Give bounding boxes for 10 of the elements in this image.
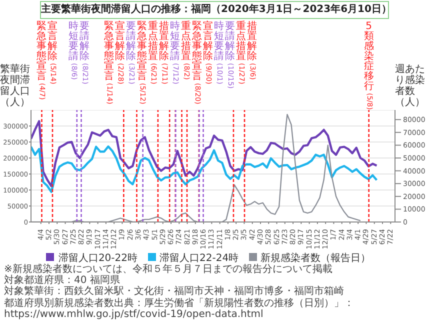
- chart-title: 主要繁華街夜間滞留人口の推移：福岡（2020年3月1日～2023年6月10日）: [40, 1, 392, 19]
- legend-label: 滞留人口20-22時: [58, 253, 138, 264]
- legend-label: 新規感染者数（報告日）: [260, 253, 371, 264]
- y2-axis-title: 週あたり感染者数（人）: [395, 64, 426, 108]
- text: ※新規感染者数については、令和５年５月７日までの報告分について掲載: [4, 264, 332, 275]
- legend-label: 滞留人口22-24時: [160, 253, 239, 264]
- text: 対象繁華街：西鉄久留米駅・文化街・福岡市天神・福岡市博多・福岡市箱崎: [4, 286, 344, 298]
- y-axis-title: 繁華街夜間滞留人口（人）: [0, 64, 31, 108]
- text: 対象都道府県：40 福岡県: [4, 275, 120, 286]
- text: 都道府県別新規感染者数出典：厚生労働省「新規陽性者数の推移（日別）」：https://www.mhlw.go.jp/stf/covid-19/open-data.html: [4, 298, 355, 320]
